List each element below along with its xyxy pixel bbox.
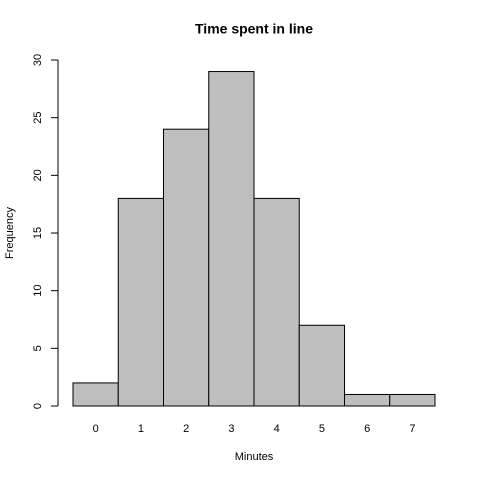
bar: [117, 197, 164, 407]
x-tick-label: 3: [228, 423, 234, 435]
bar: [344, 393, 391, 407]
x-tick-label: 1: [138, 423, 144, 435]
y-tick-label: 25: [32, 112, 44, 124]
bar: [253, 197, 300, 407]
x-axis-label: Minutes: [235, 451, 274, 463]
y-tick-label: 0: [32, 403, 44, 409]
bar: [163, 128, 210, 407]
x-tick-label: 7: [409, 423, 415, 435]
x-tick-label: 4: [274, 423, 280, 435]
x-tick-label: 2: [183, 423, 189, 435]
y-tick-label: 30: [32, 54, 44, 66]
chart-title: Time spent in line: [195, 21, 313, 37]
y-tick-label: 10: [32, 285, 44, 297]
x-tick-label: 6: [364, 423, 370, 435]
x-tick-label: 5: [319, 423, 325, 435]
bar: [72, 382, 119, 407]
y-tick-label: 15: [32, 227, 44, 239]
bar: [208, 71, 255, 407]
y-tick-label: 20: [32, 169, 44, 181]
bar: [389, 393, 436, 407]
x-tick-label: 0: [93, 423, 99, 435]
y-tick-label: 5: [32, 345, 44, 351]
y-axis-label: Frequency: [4, 207, 16, 259]
bar: [298, 324, 345, 407]
